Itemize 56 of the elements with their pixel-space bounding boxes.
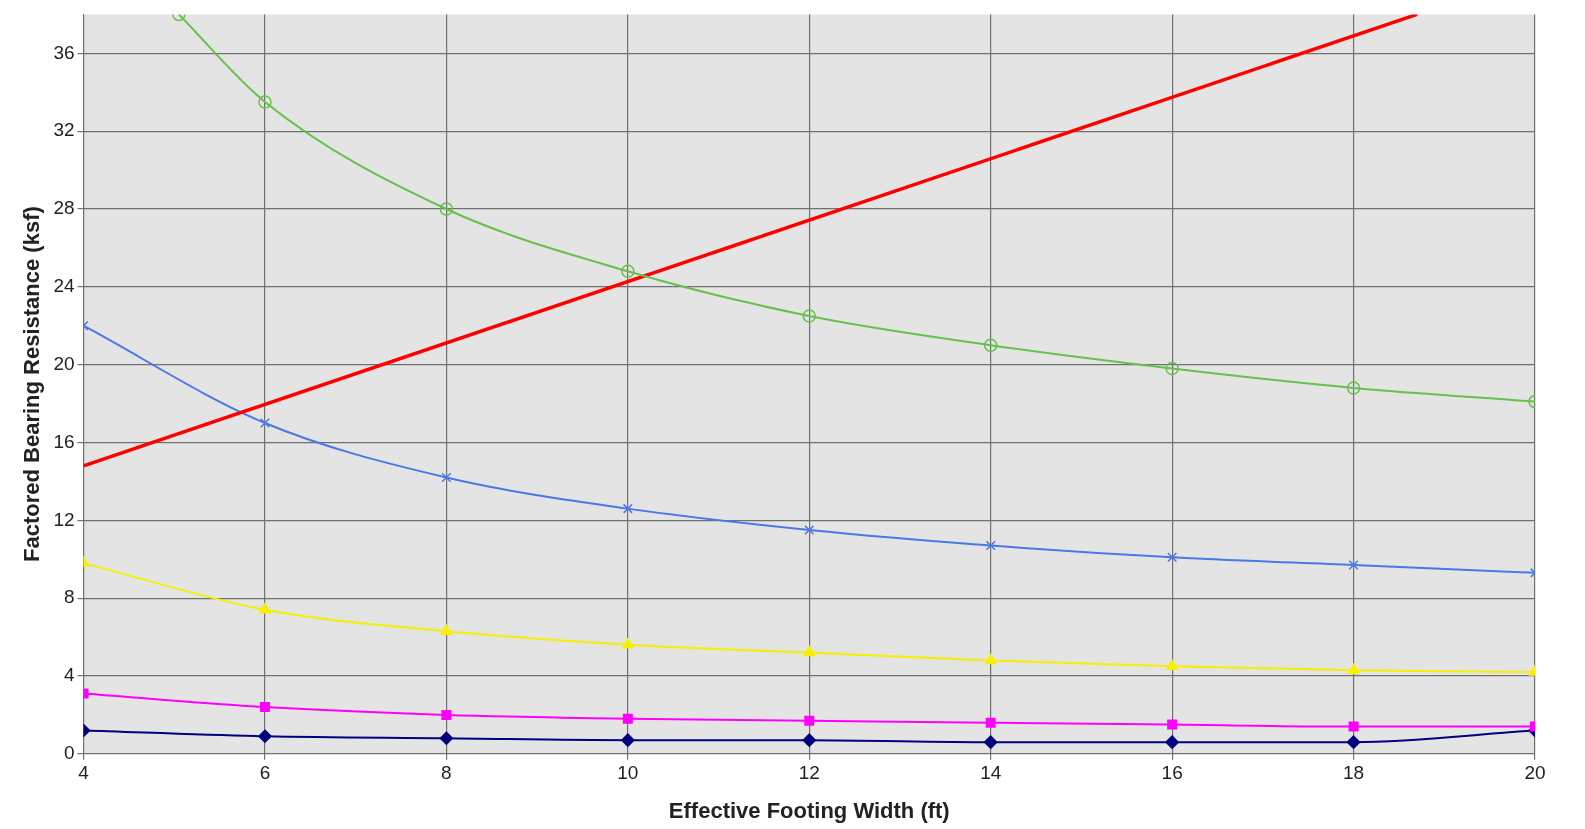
- point: [441, 472, 452, 483]
- point: [804, 715, 815, 726]
- point: [1346, 381, 1361, 395]
- point: [258, 95, 272, 109]
- point: [1346, 735, 1361, 749]
- point: [259, 418, 270, 429]
- x-tick-label: 16: [1161, 762, 1183, 784]
- point: [985, 540, 996, 551]
- y-tick-label: 28: [53, 197, 75, 219]
- x-tick-label: 8: [441, 762, 452, 784]
- point: [803, 645, 816, 657]
- y-tick-label: 24: [53, 275, 75, 297]
- point: [802, 309, 817, 323]
- point: [983, 338, 998, 352]
- x-tick-label: 6: [259, 762, 271, 784]
- y-tick-label: 0: [63, 742, 75, 764]
- point: [802, 733, 817, 747]
- x-tick-label: 4: [78, 762, 90, 784]
- point: [622, 713, 633, 724]
- y-tick-label: 16: [53, 430, 75, 452]
- x-tick-label: 14: [980, 762, 1002, 784]
- point: [1348, 721, 1359, 732]
- x-tick-label: 12: [798, 762, 820, 784]
- point: [1347, 663, 1360, 674]
- point: [1165, 735, 1179, 749]
- point: [1166, 659, 1179, 670]
- x-tick-label: 18: [1343, 762, 1365, 784]
- y-tick-label: 8: [63, 586, 75, 608]
- y-tick-label: 32: [53, 119, 75, 141]
- point: [1165, 361, 1179, 376]
- point: [984, 653, 997, 665]
- point: [258, 729, 272, 744]
- point: [621, 733, 635, 747]
- point: [259, 702, 270, 713]
- point: [259, 603, 271, 614]
- point: [804, 525, 815, 536]
- point: [441, 709, 452, 720]
- y-tick-label: 12: [53, 508, 75, 530]
- point: [440, 624, 453, 635]
- x-tick-label: 10: [617, 762, 639, 784]
- point: [1167, 552, 1178, 563]
- point: [985, 717, 996, 728]
- point: [621, 264, 635, 278]
- point: [439, 202, 454, 216]
- y-tick-label: 36: [53, 41, 75, 63]
- y-tick-label: 4: [63, 664, 75, 686]
- point: [1348, 560, 1359, 571]
- point: [621, 638, 634, 649]
- y-axis-title: Factored Bearing Resistance (ksf): [19, 206, 45, 562]
- point: [622, 503, 633, 514]
- x-tick-label: 20: [1524, 762, 1546, 784]
- point: [439, 731, 454, 745]
- point: [983, 735, 998, 749]
- y-tick-label: 20: [53, 352, 75, 374]
- x-axis-title: Effective Footing Width (ft): [668, 797, 950, 823]
- point: [1167, 719, 1178, 730]
